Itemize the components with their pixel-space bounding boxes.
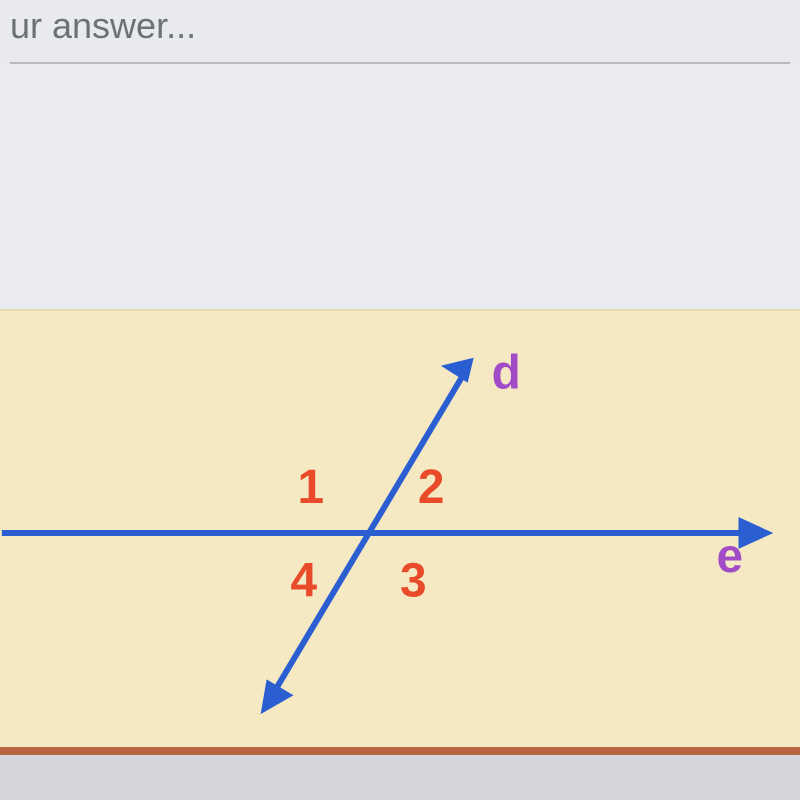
geometry-diagram: d e 1 2 3 4 xyxy=(0,309,800,749)
bottom-area xyxy=(0,755,800,800)
line-e-label: e xyxy=(717,530,744,583)
bottom-border xyxy=(0,747,800,755)
angle-1-label: 1 xyxy=(297,461,324,514)
angle-4-label: 4 xyxy=(291,555,318,608)
line-d-label: d xyxy=(492,347,521,400)
line-d-arrow-top xyxy=(441,358,474,383)
line-e-arrow-right xyxy=(738,517,773,549)
spacer xyxy=(0,64,800,309)
answer-placeholder[interactable]: ur answer... xyxy=(10,0,790,62)
angle-2-label: 2 xyxy=(418,461,445,514)
angle-3-label: 3 xyxy=(400,555,427,608)
answer-input-area: ur answer... xyxy=(0,0,800,64)
diagram-svg: d e 1 2 3 4 xyxy=(0,311,800,749)
